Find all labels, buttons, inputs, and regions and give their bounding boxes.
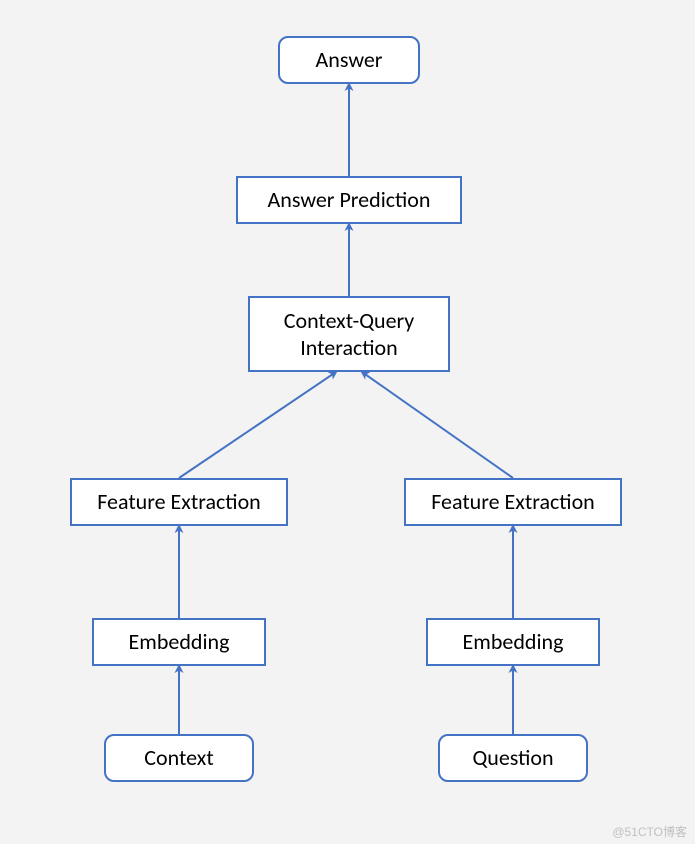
- node-context: Context: [104, 734, 254, 782]
- node-fe_right: Feature Extraction: [404, 478, 622, 526]
- node-question: Question: [438, 734, 588, 782]
- watermark: @51CTO博客: [612, 823, 687, 840]
- node-emb_right: Embedding: [426, 618, 600, 666]
- node-fe_left: Feature Extraction: [70, 478, 288, 526]
- node-cqi: Context-Query Interaction: [248, 296, 450, 372]
- edges-layer: [0, 0, 695, 844]
- edge-fe_left-to-cqi: [179, 372, 336, 478]
- diagram-canvas: Answer Answer Prediction Context-Query Int…: [0, 0, 695, 844]
- node-emb_left: Embedding: [92, 618, 266, 666]
- node-answer: Answer: [278, 36, 420, 84]
- edge-fe_right-to-cqi: [362, 372, 513, 478]
- node-pred: Answer Prediction: [236, 176, 462, 224]
